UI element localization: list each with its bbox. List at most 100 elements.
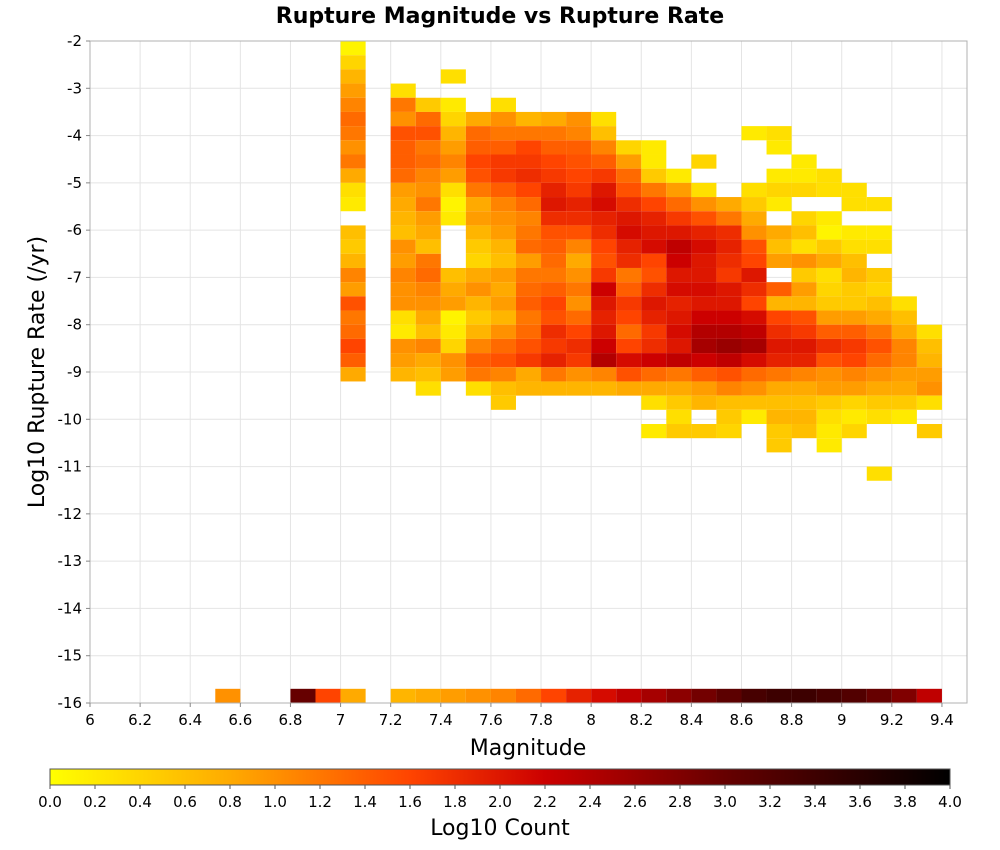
heatmap-cell bbox=[440, 140, 466, 155]
x-tick-label: 6.6 bbox=[228, 711, 252, 729]
heatmap-cell bbox=[591, 353, 617, 368]
heatmap-cell bbox=[566, 182, 592, 198]
y-tick-label: -13 bbox=[58, 552, 83, 570]
heatmap-cell bbox=[591, 310, 617, 325]
heatmap-cell bbox=[641, 381, 667, 396]
heatmap-cell bbox=[490, 239, 516, 254]
heatmap-cell bbox=[766, 395, 792, 410]
heatmap-cell bbox=[440, 367, 466, 382]
heatmap-cell bbox=[415, 282, 441, 297]
heatmap-cell bbox=[841, 267, 867, 283]
heatmap-cell bbox=[641, 140, 667, 155]
heatmap-cell bbox=[866, 353, 892, 368]
heatmap-cell bbox=[390, 154, 416, 169]
heatmap-cell bbox=[866, 267, 892, 283]
heatmap-cell bbox=[766, 324, 792, 339]
heatmap-cell bbox=[766, 168, 792, 183]
heatmap-cell bbox=[616, 296, 642, 311]
heatmap-cell bbox=[515, 225, 542, 240]
heatmap-cell bbox=[791, 310, 817, 325]
heatmap-cell bbox=[541, 253, 567, 268]
heatmap-cell bbox=[390, 267, 416, 283]
heatmap-cell bbox=[891, 688, 917, 703]
y-tick-label: -3 bbox=[67, 79, 82, 97]
heatmap-cell bbox=[816, 267, 842, 283]
colorbar-tick-label: 0.6 bbox=[173, 793, 197, 811]
heatmap-cell bbox=[515, 338, 542, 354]
heatmap-cell bbox=[616, 182, 642, 198]
heatmap-cell bbox=[490, 97, 516, 112]
colorbar-ticks: 0.0 0.2 0.4 0.6 0.8 1.0 1.2 1.4 1.6 1.8 2.0 2.2 2.4 2… bbox=[38, 785, 962, 811]
heatmap-cell bbox=[666, 168, 692, 183]
heatmap-cell bbox=[515, 353, 542, 368]
heatmap-cell bbox=[566, 296, 592, 311]
heatmap-cell bbox=[716, 324, 742, 339]
heatmap-cell bbox=[766, 225, 792, 240]
chart-title: Rupture Magnitude vs Rupture Rate bbox=[276, 4, 724, 29]
colorbar-tick-label: 1.0 bbox=[263, 793, 287, 811]
heatmap-cell bbox=[465, 154, 491, 169]
heatmap-cell bbox=[791, 239, 817, 254]
heatmap-cell bbox=[691, 688, 717, 703]
heatmap-cell bbox=[816, 424, 842, 439]
heatmap-cell bbox=[340, 239, 366, 254]
heatmap-cell bbox=[390, 97, 416, 112]
heatmap-cell bbox=[490, 395, 516, 410]
heatmap-cell bbox=[465, 253, 491, 268]
x-axis-ticks: 6 6.2 6.4 6.6 6.8 7 7.2 7.4 7.6 7.8 8 8.2 8.4 8.6 8.8 9… bbox=[85, 703, 954, 729]
heatmap-cell bbox=[541, 338, 567, 354]
heatmap-cell bbox=[541, 225, 567, 240]
heatmap-cell bbox=[515, 140, 542, 155]
heatmap-cell bbox=[766, 381, 792, 396]
heatmap-cell bbox=[791, 296, 817, 311]
heatmap-cell bbox=[415, 688, 441, 703]
heatmap-cell bbox=[741, 197, 767, 212]
heatmap-cell bbox=[666, 282, 692, 297]
x-tick-label: 9 bbox=[837, 711, 847, 729]
heatmap-cell bbox=[591, 367, 617, 382]
heatmap-cell bbox=[490, 310, 516, 325]
heatmap-cell bbox=[290, 688, 316, 703]
heatmap-cell bbox=[591, 688, 617, 703]
heatmap-cell bbox=[916, 324, 942, 339]
heatmap-cell bbox=[816, 438, 842, 453]
heatmap-cell bbox=[490, 225, 516, 240]
heatmap-cell bbox=[566, 353, 592, 368]
colorbar-tick-label: 0.4 bbox=[128, 793, 152, 811]
heatmap-cell bbox=[791, 282, 817, 297]
heatmap-cell bbox=[916, 367, 942, 382]
x-tick-label: 8.8 bbox=[780, 711, 804, 729]
heatmap-cell bbox=[616, 154, 642, 169]
heatmap-cell bbox=[666, 296, 692, 311]
x-tick-label: 6 bbox=[85, 711, 95, 729]
heatmap-cell bbox=[841, 424, 867, 439]
heatmap-cell bbox=[691, 324, 717, 339]
heatmap-cell bbox=[541, 324, 567, 339]
y-tick-label: -16 bbox=[58, 694, 83, 712]
heatmap-cell bbox=[340, 168, 366, 183]
heatmap-cell bbox=[390, 282, 416, 297]
heatmap-cell bbox=[465, 310, 491, 325]
heatmap-cell bbox=[641, 367, 667, 382]
heatmap-cell bbox=[741, 182, 767, 198]
heatmap-cell bbox=[591, 239, 617, 254]
heatmap-cell bbox=[616, 239, 642, 254]
heatmap-cell bbox=[866, 367, 892, 382]
heatmap-cell bbox=[541, 381, 567, 396]
heatmap-cell bbox=[591, 282, 617, 297]
heatmap-cell bbox=[541, 211, 567, 226]
heatmap-cell bbox=[340, 83, 366, 98]
heatmap-cell bbox=[816, 225, 842, 240]
heatmap-cell bbox=[490, 111, 516, 127]
heatmap-cell bbox=[891, 381, 917, 396]
y-tick-label: -11 bbox=[58, 458, 83, 476]
heatmap-cell bbox=[465, 324, 491, 339]
heatmap-cell bbox=[741, 409, 767, 425]
heatmap-cell bbox=[791, 338, 817, 354]
heatmap-cell bbox=[691, 296, 717, 311]
heatmap-cell bbox=[816, 211, 842, 226]
heatmap-cell bbox=[591, 154, 617, 169]
heatmap-cell bbox=[340, 267, 366, 283]
heatmap-cell bbox=[566, 310, 592, 325]
